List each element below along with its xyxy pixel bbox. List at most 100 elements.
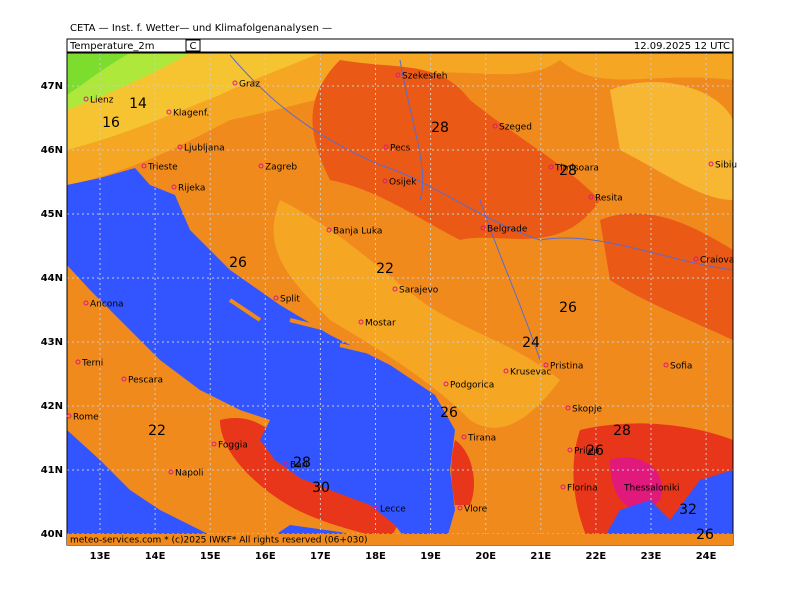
city-name: Pristina [550,362,583,372]
city-dot [273,295,279,301]
contour-label: 22 [376,261,394,277]
city-dot [141,163,147,169]
header-title: CETA — Inst. f. Wetter— und Klimafolgena… [70,23,332,34]
city-dot [567,447,573,453]
tyrrhenian-sea [67,430,230,545]
contour-label: 26 [696,527,714,543]
city-name: Napoli [175,469,203,479]
city-name: Foggia [218,441,248,451]
city-dot [560,484,566,490]
city-dot [75,359,81,365]
field-unit: C [190,41,197,52]
city-name: Florina [567,484,598,494]
lat-label: 40N [41,529,63,540]
city-dot [83,96,89,102]
city-dot [283,461,289,467]
city-name: Sarajevo [399,286,439,296]
contour-label: 16 [102,115,120,131]
lat-label: 47N [41,81,63,92]
field-name: Temperature_2m [69,41,154,52]
aegean-sea [600,470,733,545]
city-dot [232,80,238,86]
city-dot [663,362,669,368]
city-name: Pescara [128,376,163,386]
city-name: Tirana [467,434,496,444]
panel-bar [66,38,734,53]
lat-label: 41N [41,465,63,476]
city-name: Resita [595,194,623,204]
contour-label: 26 [440,405,458,421]
lat-label: 43N [41,337,63,348]
contour-label: 30 [312,480,330,496]
lon-label: 16E [255,551,276,562]
city-dot [693,256,699,262]
city-dot [373,505,379,511]
lon-label: 18E [365,551,386,562]
lat-label: 46N [41,145,63,156]
lat-label: 44N [41,273,63,284]
city-dot [211,441,217,447]
city-dot [121,376,127,382]
city-name: Belgrade [487,225,528,235]
city-name: Banja Luka [333,227,382,237]
lon-label: 13E [90,551,111,562]
city-dot [168,469,174,475]
graticule [67,53,733,545]
contour-label: 28 [293,455,311,471]
lat-label: 42N [41,401,63,412]
zone-dinaric [273,200,560,428]
zone-danube [600,213,733,340]
city-name: Krusevac [510,368,551,378]
city-dot [503,368,509,374]
city-name: Ancona [90,300,124,310]
lon-label: 23E [641,551,662,562]
city-dot [492,123,498,129]
city-dot [443,381,449,387]
unit-box [185,39,201,52]
city-dot [83,300,89,306]
map-area [67,53,734,545]
lon-label: 20E [475,551,496,562]
lon-label: 21E [530,551,551,562]
city-name: Klagenf. [173,109,209,119]
contour-label: 28 [613,423,631,439]
city-dot [177,144,183,150]
city-name: Lienz [90,96,114,106]
city-name: Bari [290,461,308,471]
city-name: Timisoara [554,164,599,174]
lon-label: 24E [696,551,717,562]
city-name: Vlore [464,505,488,515]
city-name: Zagreb [265,163,297,173]
city-dot [548,164,554,170]
zone-albania [451,440,475,505]
lon-label: 15E [200,551,221,562]
city-name: Rome [73,413,99,423]
city-dot [392,286,398,292]
lon-label: 17E [310,551,331,562]
city-dot [171,184,177,190]
city-dot [480,225,486,231]
city-name: Szeged [499,123,532,133]
city-name: Szekesfeh [402,72,448,82]
lon-label: 22E [586,551,607,562]
contour-label: 26 [559,300,577,316]
city-name: Graz [239,80,260,90]
lon-label: 19E [420,551,441,562]
city-dot [382,178,388,184]
contour-label: 26 [586,443,604,459]
city-dot [588,194,594,200]
city-dot [543,362,549,368]
city-name: Rijeka [178,184,205,194]
city-dot [617,484,623,490]
city-name: Skopje [572,405,602,415]
city-name: Sofia [670,362,692,372]
zone-carpathian [610,81,733,200]
contour-label: 28 [559,163,577,179]
city-dot [395,72,401,78]
valid-time: 12.09.2025 12 UTC [634,41,730,52]
city-name: Split [280,295,300,305]
city-dot [326,227,332,233]
city-name: Pecs [390,144,411,154]
contour-label: 24 [522,335,540,351]
